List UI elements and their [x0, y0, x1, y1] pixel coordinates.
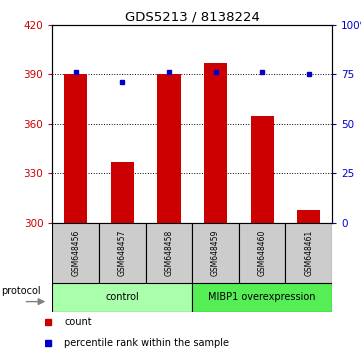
Bar — [110, 162, 134, 223]
Bar — [297, 210, 321, 223]
Text: count: count — [64, 317, 92, 327]
Text: GSM648456: GSM648456 — [71, 230, 80, 276]
Text: percentile rank within the sample: percentile rank within the sample — [64, 337, 229, 348]
Bar — [251, 116, 274, 223]
Bar — [64, 74, 87, 223]
Text: MIBP1 overexpression: MIBP1 overexpression — [208, 292, 316, 302]
Text: GSM648458: GSM648458 — [164, 230, 173, 276]
Bar — [204, 63, 227, 223]
Text: GSM648461: GSM648461 — [304, 230, 313, 276]
Bar — [52, 283, 192, 312]
Bar — [192, 283, 332, 312]
Text: GSM648459: GSM648459 — [211, 230, 220, 276]
Bar — [145, 223, 192, 283]
Bar — [286, 223, 332, 283]
Title: GDS5213 / 8138224: GDS5213 / 8138224 — [125, 11, 260, 24]
Bar — [52, 223, 99, 283]
Text: GSM648460: GSM648460 — [258, 230, 267, 276]
Text: control: control — [105, 292, 139, 302]
Bar — [239, 223, 286, 283]
Bar — [157, 74, 180, 223]
Bar — [192, 223, 239, 283]
Bar — [99, 223, 145, 283]
Text: GSM648457: GSM648457 — [118, 230, 127, 276]
Text: protocol: protocol — [1, 286, 41, 296]
